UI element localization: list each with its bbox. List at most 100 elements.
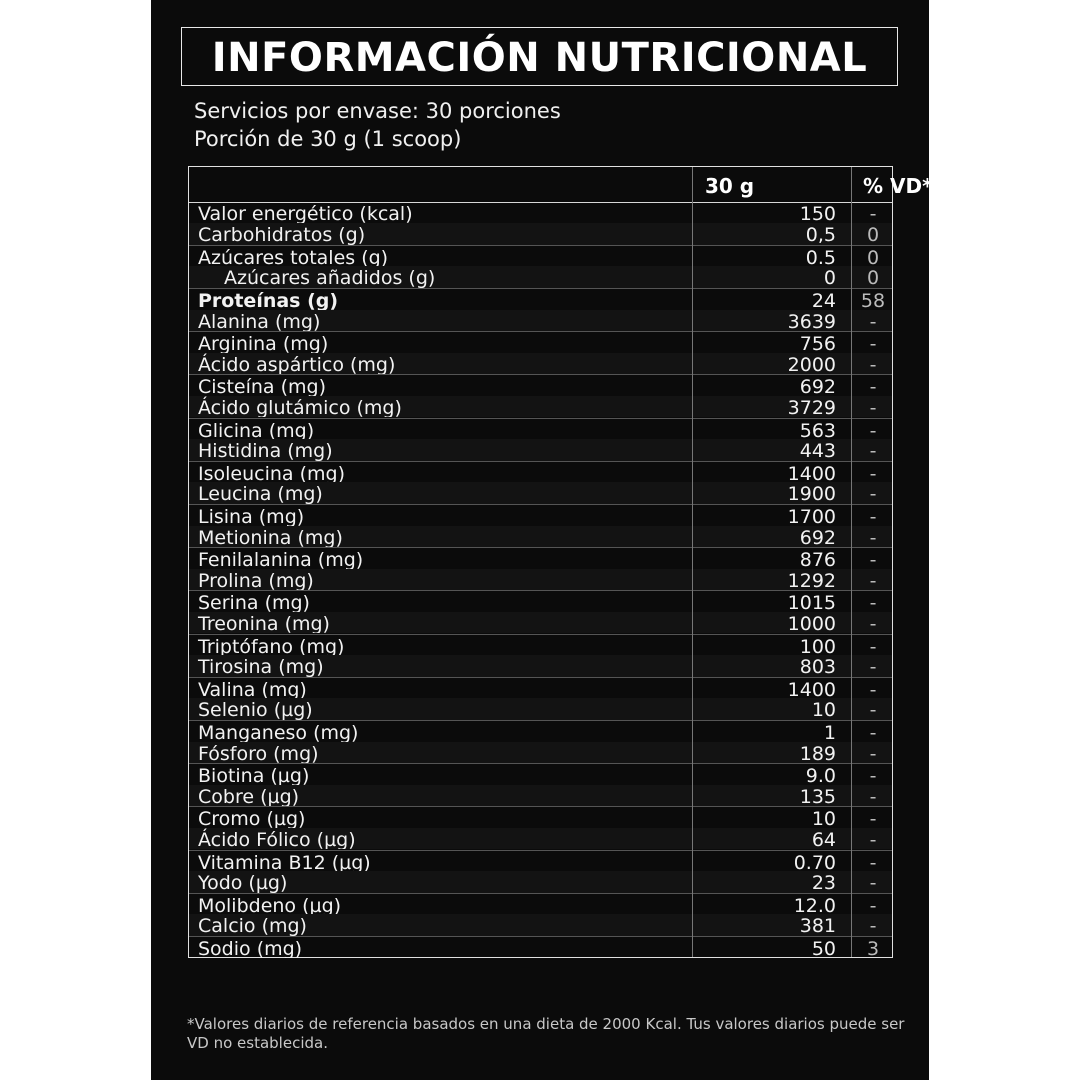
portion-text: Porción de 30 g (1 scoop) <box>194 127 462 151</box>
table-row: Prolina (mg) 1292 - <box>189 568 892 591</box>
nutrient-vd: - <box>869 376 877 397</box>
table-row: Tirosina (mg) 803 - <box>189 655 892 677</box>
nutrient-vd: - <box>869 678 877 700</box>
nutrient-label: Cisteína (mg) <box>198 376 326 397</box>
nutrient-vd: - <box>869 353 877 375</box>
nutrient-vd: - <box>869 396 877 418</box>
nutrient-value: 3729 <box>787 396 836 418</box>
nutrient-value: 24 <box>811 289 836 311</box>
nutrient-label: Serina (mg) <box>198 592 310 613</box>
table-row: Valor energético (kcal) 150 - <box>189 202 892 224</box>
table-row: Lisina (mg) 1700 - <box>189 503 892 527</box>
table-row: Histidina (mg) 443 - <box>189 439 892 461</box>
nutrient-vd: - <box>869 505 877 527</box>
nutrient-label: Fósforo (mg) <box>198 742 319 764</box>
nutrient-value: 0.5 <box>805 246 836 268</box>
nutrient-label: Ácido Fólico (µg) <box>198 828 356 850</box>
table-row: Cromo (µg) 10 - <box>189 806 892 829</box>
nutrient-vd: - <box>869 419 877 441</box>
nutrient-label: Valor energético (kcal) <box>198 202 413 224</box>
table-row: Sodio (mg) 50 3 <box>189 935 892 959</box>
nutrient-label: Arginina (mg) <box>198 333 329 354</box>
nutrient-value: 1015 <box>787 592 836 613</box>
table-header: 30 g % VD* <box>189 167 929 203</box>
nutrient-value: 150 <box>799 202 836 224</box>
table-row: Carbohidratos (g) 0,5 0 <box>189 223 892 245</box>
nutrient-vd: - <box>869 699 877 720</box>
table-row: Serina (mg) 1015 - <box>189 590 892 613</box>
nutrient-value: 1400 <box>787 678 836 700</box>
nutrient-value: 23 <box>811 872 836 893</box>
nutrient-vd: - <box>869 742 877 764</box>
nutrient-label: Fenilalanina (mg) <box>198 549 364 570</box>
nutrient-label: Valina (mg) <box>198 678 307 700</box>
nutrient-vd: - <box>869 549 877 570</box>
table-row: Alanina (mg) 3639 - <box>189 309 892 332</box>
footnote: *Valores diarios de referencia basados e… <box>187 1015 904 1053</box>
table-row: Treonina (mg) 1000 - <box>189 611 892 634</box>
nutrient-label: Carbohidratos (g) <box>198 224 366 245</box>
nutrient-label: Cobre (µg) <box>198 785 300 807</box>
nutrient-value: 189 <box>799 742 836 764</box>
nutrient-value: 563 <box>799 419 836 441</box>
column-divider <box>851 167 852 957</box>
page-title: INFORMACIÓN NUTRICIONAL <box>181 27 898 86</box>
table-row: Azúcares añadidos (g) 0 0 <box>189 266 892 288</box>
nutrient-value: 1000 <box>787 612 836 634</box>
nutrient-vd: - <box>869 462 877 484</box>
nutrient-label: Yodo (µg) <box>198 872 288 893</box>
nutrient-label: Ácido glutámico (mg) <box>198 396 402 418</box>
nutrient-value: 1400 <box>787 462 836 484</box>
nutrient-label: Histidina (mg) <box>198 440 333 461</box>
table-row: Triptófano (mg) 100 - <box>189 633 892 657</box>
nutrient-vd: - <box>869 828 877 850</box>
nutrient-vd: - <box>869 440 877 461</box>
nutrient-value: 0.70 <box>793 851 836 873</box>
nutrient-vd: 0 <box>866 267 880 288</box>
nutrient-label: Prolina (mg) <box>198 569 314 591</box>
nutrient-vd: - <box>869 851 877 873</box>
nutrient-vd: - <box>869 310 877 332</box>
nutrient-vd: - <box>869 612 877 634</box>
nutrient-vd: - <box>869 635 877 657</box>
nutrient-label: Lisina (mg) <box>198 505 305 527</box>
nutrient-value: 876 <box>799 549 836 570</box>
table-row: Yodo (µg) 23 - <box>189 871 892 893</box>
nutrient-vd: - <box>869 765 877 786</box>
table-row: Azúcares totales (g) 0.5 0 <box>189 244 892 268</box>
table-row: Metionina (mg) 692 - <box>189 525 892 548</box>
nutrient-vd: - <box>869 656 877 677</box>
nutrition-table: 30 g % VD* Valor energético (kcal) 150 - Ca… <box>188 166 929 959</box>
nutrient-label: Biotina (µg) <box>198 765 310 786</box>
nutrient-label: Molibdeno (µg) <box>198 894 342 916</box>
footnote-line: *Valores diarios de referencia basados e… <box>187 1015 905 1033</box>
table-row: Selenio (µg) 10 - <box>189 698 892 720</box>
nutrient-vd: - <box>869 721 877 743</box>
servings-text: Servicios por envase: 30 porciones <box>194 99 561 123</box>
nutrient-vd: - <box>869 483 877 504</box>
nutrient-value: 381 <box>799 915 836 936</box>
table-row: Calcio (mg) 381 - <box>189 914 892 936</box>
table-row: Arginina (mg) 756 - <box>189 331 892 354</box>
header-amount: 30 g <box>705 174 755 198</box>
table-row: Manganeso (mg) 1 - <box>189 719 892 743</box>
nutrient-vd: - <box>869 915 877 936</box>
nutrient-label: Alanina (mg) <box>198 310 321 332</box>
nutrient-label: Isoleucina (mg) <box>198 462 345 484</box>
nutrient-value: 1700 <box>787 505 836 527</box>
table-row: Biotina (µg) 9.0 - <box>189 763 892 786</box>
nutrient-label: Proteínas (g) <box>198 289 339 311</box>
nutrient-vd: - <box>869 894 877 916</box>
nutrient-vd: - <box>869 569 877 591</box>
nutrient-vd: - <box>869 526 877 548</box>
nutrient-value: 692 <box>799 376 836 397</box>
nutrient-label: Ácido aspártico (mg) <box>198 353 396 375</box>
table-row: Molibdeno (µg) 12.0 - <box>189 892 892 916</box>
table-row: Valina (mg) 1400 - <box>189 676 892 700</box>
nutrient-value: 0 <box>823 267 836 288</box>
nutrient-value: 50 <box>811 937 836 959</box>
table-row: Ácido aspártico (mg) 2000 - <box>189 352 892 375</box>
nutrient-label: Tirosina (mg) <box>198 656 324 677</box>
table-row: Glicina (mg) 563 - <box>189 417 892 441</box>
nutrient-value: 756 <box>799 333 836 354</box>
